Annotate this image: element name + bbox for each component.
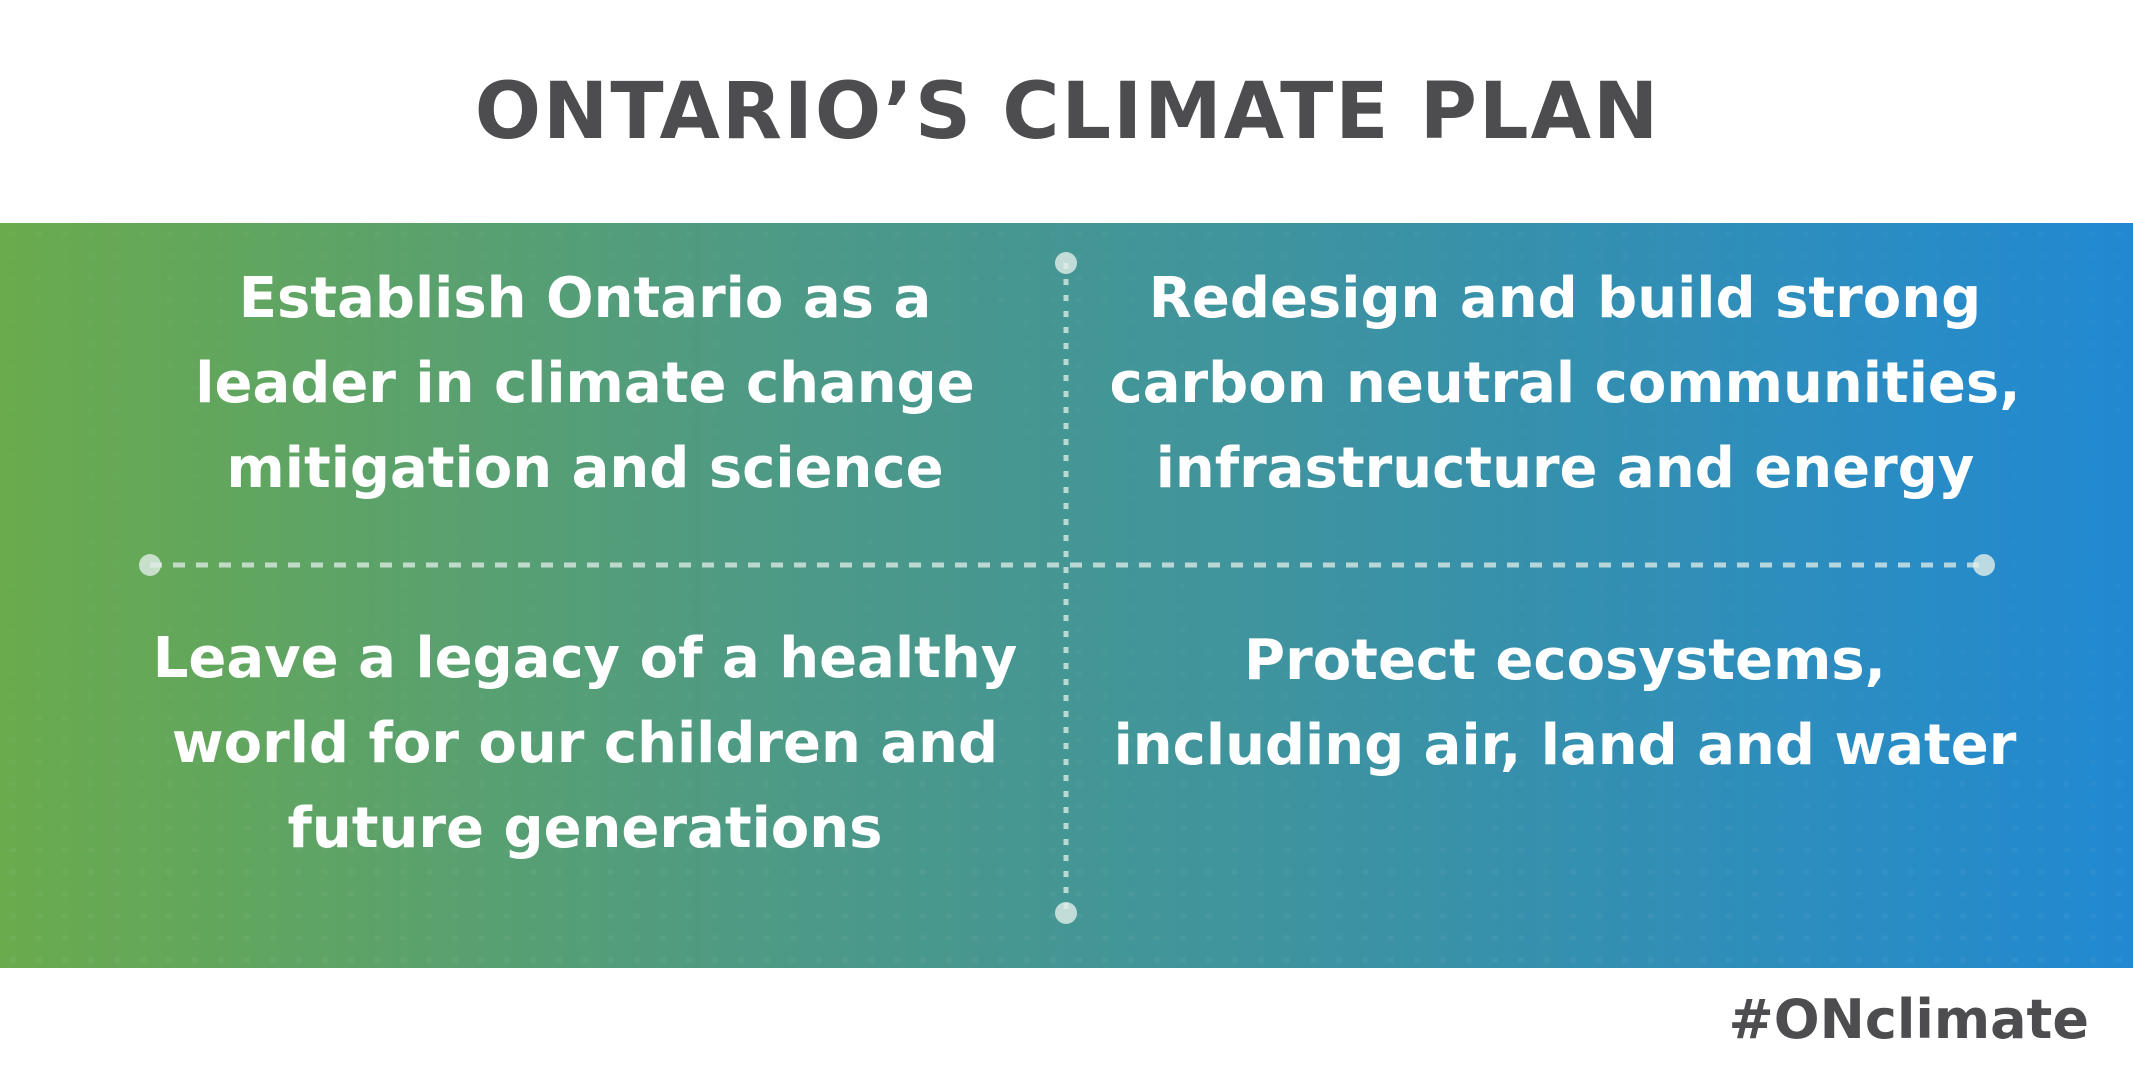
- goal-healthy-legacy: Leave a legacy of a healthy world for ou…: [152, 625, 1018, 861]
- divider-dot-left: [139, 554, 161, 576]
- divider-dot-top: [1055, 252, 1077, 274]
- hashtag-label: #ONclimate: [1728, 987, 2089, 1051]
- goal-protect-ecosystems: Protect ecosystems, including air, land …: [1113, 628, 2017, 778]
- quadrant-dividers: [139, 252, 1995, 924]
- page-title: ONTARIO’S CLIMATE PLAN: [474, 66, 1661, 157]
- climate-plan-banner: Establish Ontario as a leader in climate…: [0, 223, 2133, 968]
- goal-leader-climate-science: Establish Ontario as a leader in climate…: [195, 265, 975, 501]
- goal-carbon-neutral-communities: Redesign and build strong carbon neutral…: [1109, 265, 2021, 501]
- divider-dot-right: [1973, 554, 1995, 576]
- divider-dot-bottom: [1055, 902, 1077, 924]
